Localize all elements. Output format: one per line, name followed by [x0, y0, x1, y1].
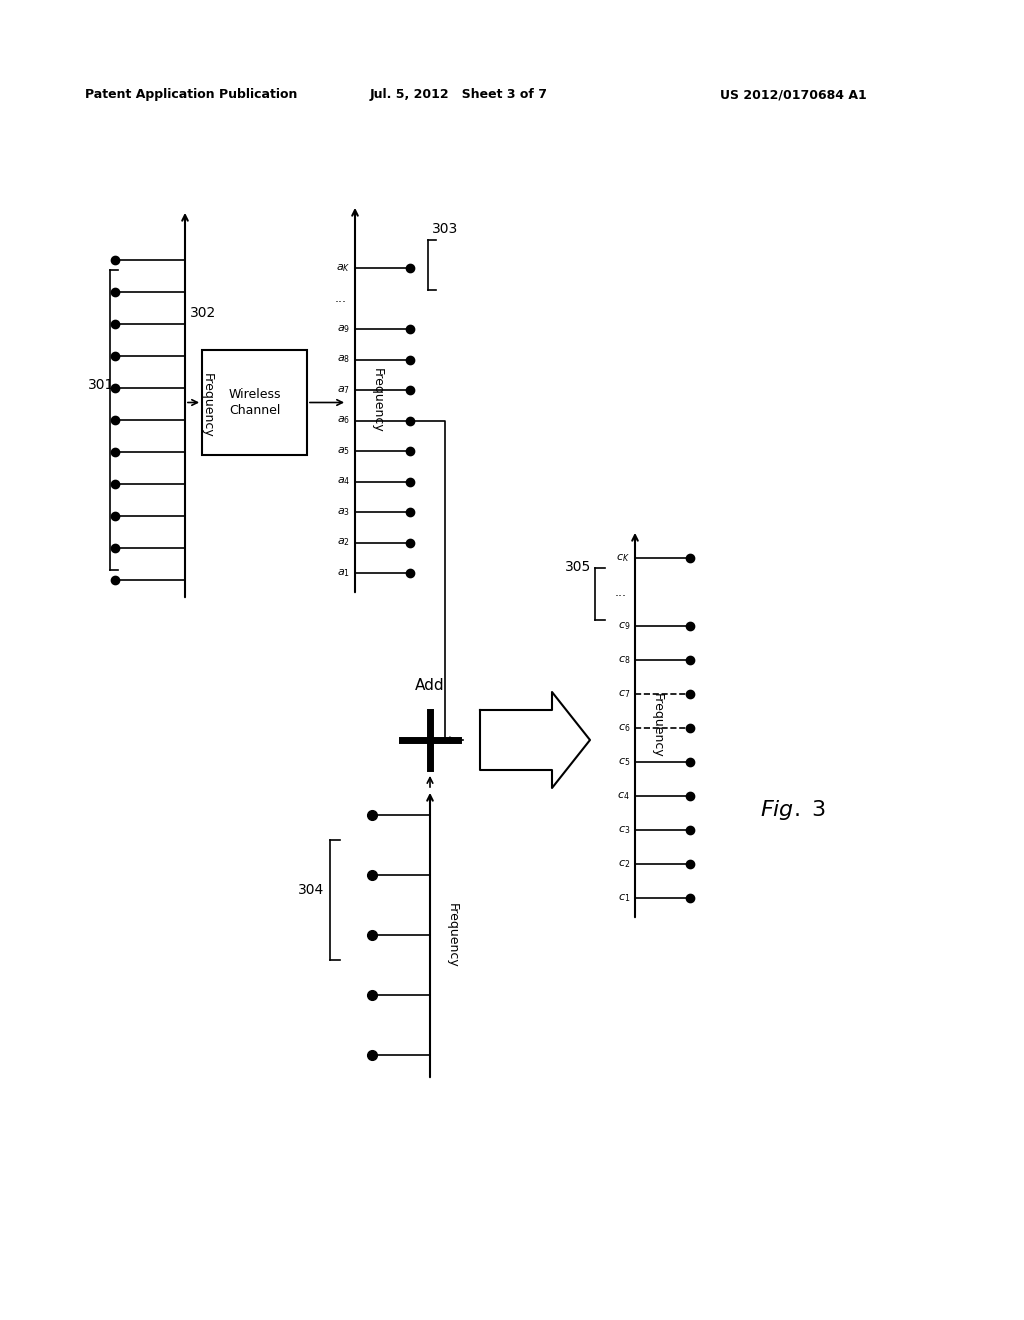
- Text: $a_9$: $a_9$: [337, 323, 350, 335]
- Bar: [202, 350, 307, 455]
- Text: Frequency: Frequency: [445, 903, 459, 968]
- Text: ...: ...: [335, 292, 347, 305]
- Text: $c_4$: $c_4$: [617, 791, 630, 801]
- Text: 303: 303: [432, 222, 459, 236]
- Text: $a_1$: $a_1$: [337, 568, 350, 579]
- Text: ...: ...: [615, 586, 627, 598]
- Text: $c_5$: $c_5$: [617, 756, 630, 768]
- Text: $c_3$: $c_3$: [617, 824, 630, 836]
- Text: $\mathit{Fig.}$ $\mathit{3}$: $\mathit{Fig.}$ $\mathit{3}$: [760, 799, 826, 822]
- Text: 301: 301: [88, 378, 115, 392]
- Text: Jul. 5, 2012   Sheet 3 of 7: Jul. 5, 2012 Sheet 3 of 7: [370, 88, 548, 102]
- Polygon shape: [480, 692, 590, 788]
- Text: $c_8$: $c_8$: [617, 655, 630, 665]
- Text: $c_K$: $c_K$: [616, 552, 630, 564]
- Text: 302: 302: [190, 306, 216, 319]
- Text: $a_7$: $a_7$: [337, 384, 350, 396]
- Text: $c_7$: $c_7$: [617, 688, 630, 700]
- Text: $c_2$: $c_2$: [617, 858, 630, 870]
- Text: $c_6$: $c_6$: [617, 722, 630, 734]
- Text: $a_8$: $a_8$: [337, 354, 350, 366]
- Text: $c_9$: $c_9$: [617, 620, 630, 632]
- Text: $a_2$: $a_2$: [337, 537, 350, 548]
- Text: Frequency: Frequency: [371, 368, 384, 433]
- Text: $a_6$: $a_6$: [337, 414, 350, 426]
- Text: Frequency: Frequency: [650, 693, 664, 758]
- Text: 304: 304: [298, 883, 325, 898]
- Text: Wireless
Channel: Wireless Channel: [228, 388, 281, 417]
- Text: $a_5$: $a_5$: [337, 445, 350, 457]
- Text: $a_K$: $a_K$: [336, 263, 350, 275]
- Text: 305: 305: [565, 560, 591, 574]
- Text: $c_1$: $c_1$: [617, 892, 630, 904]
- Text: $a_4$: $a_4$: [337, 475, 350, 487]
- Text: Add: Add: [415, 677, 444, 693]
- Text: Frequency: Frequency: [201, 372, 213, 437]
- Text: US 2012/0170684 A1: US 2012/0170684 A1: [720, 88, 866, 102]
- Text: $a_3$: $a_3$: [337, 506, 350, 517]
- Text: Patent Application Publication: Patent Application Publication: [85, 88, 297, 102]
